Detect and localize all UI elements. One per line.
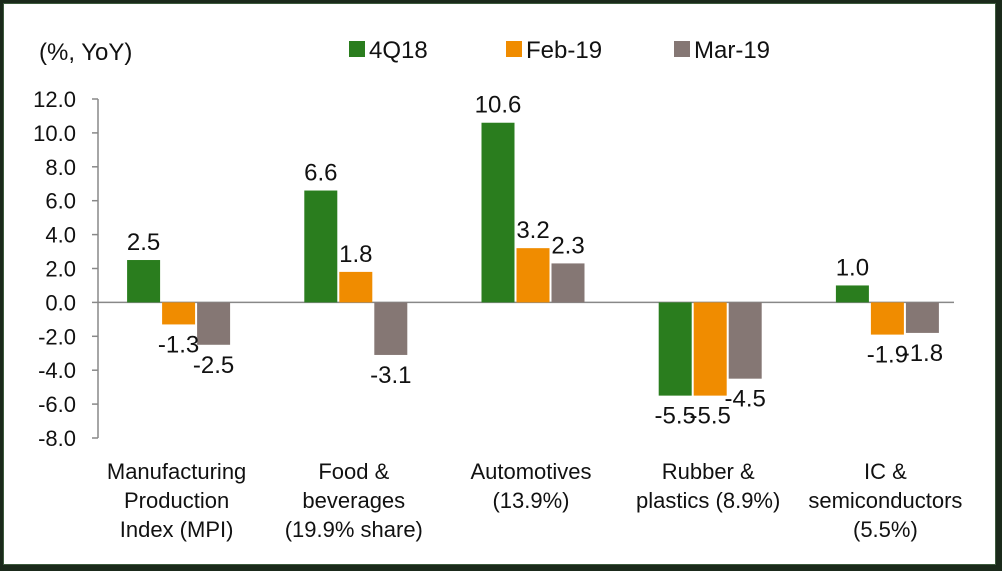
bar	[339, 271, 373, 303]
data-label: 1.8	[339, 241, 372, 268]
x-axis-categories: Manufacturing Production Index (MPI) Food &…	[107, 459, 963, 542]
legend-label: 4Q18	[369, 37, 428, 64]
data-label: 3.2	[516, 217, 549, 244]
y-tick-label: 6.0	[45, 189, 76, 214]
data-label: -4.5	[725, 386, 766, 413]
data-label: -1.9	[867, 342, 908, 369]
x-category-label: Index (MPI)	[120, 517, 234, 542]
legend-label: Mar-19	[694, 37, 770, 64]
data-label: -3.1	[370, 362, 411, 389]
x-category-label: Food &	[318, 459, 389, 484]
bar-chart: (%, YoY) 4Q18 Feb-19 Mar-19 12.0 10.0 8.0 6.0…	[33, 37, 963, 542]
bar	[658, 302, 692, 396]
data-label: -5.5	[655, 403, 696, 430]
bar	[835, 285, 869, 303]
x-category-label: semiconductors	[808, 488, 962, 513]
x-category-label: IC &	[864, 459, 907, 484]
bar	[905, 302, 939, 333]
data-label: -1.8	[902, 340, 943, 367]
bar	[162, 302, 196, 325]
bar	[516, 248, 550, 303]
x-category-label: Manufacturing	[107, 459, 246, 484]
x-category-label: Rubber &	[662, 459, 755, 484]
bar	[870, 302, 904, 335]
bar	[304, 190, 338, 303]
bars	[127, 122, 939, 396]
y-tick-label: 2.0	[45, 257, 76, 282]
data-label: 2.5	[127, 229, 160, 256]
legend: 4Q18 Feb-19 Mar-19	[349, 37, 770, 64]
data-label: 10.6	[475, 92, 522, 119]
data-label: 1.0	[836, 254, 869, 281]
chart-frame: (%, YoY) 4Q18 Feb-19 Mar-19 12.0 10.0 8.0 6.0…	[3, 3, 996, 565]
x-category-label: beverages	[302, 488, 405, 513]
y-tick-label: 4.0	[45, 223, 76, 248]
data-label: 6.6	[304, 160, 337, 187]
y-tick-label: 0.0	[45, 290, 76, 315]
legend-swatch	[349, 41, 365, 57]
bar	[551, 263, 585, 303]
bar	[728, 302, 762, 379]
legend-swatch	[674, 41, 690, 57]
bar	[374, 302, 408, 355]
bar	[197, 302, 231, 345]
y-tick-label: 12.0	[33, 87, 76, 112]
x-category-label: (5.5%)	[853, 517, 918, 542]
x-category-label: plastics (8.9%)	[636, 488, 780, 513]
y-tick-label: -2.0	[38, 324, 76, 349]
x-category-label: Automotives	[470, 459, 591, 484]
bar	[127, 260, 161, 303]
data-label: -5.5	[690, 403, 731, 430]
y-tick-label: -4.0	[38, 358, 76, 383]
x-category-label: Production	[124, 488, 229, 513]
legend-label: Feb-19	[526, 37, 602, 64]
x-category-label: (19.9% share)	[285, 517, 423, 542]
legend-swatch	[506, 41, 522, 57]
bar	[693, 302, 727, 396]
data-label: -2.5	[193, 352, 234, 379]
unit-label: (%, YoY)	[39, 39, 132, 66]
y-tick-label: -6.0	[38, 392, 76, 417]
y-tick-label: 8.0	[45, 155, 76, 180]
y-tick-label: 10.0	[33, 121, 76, 146]
data-label: -1.3	[158, 331, 199, 358]
y-tick-label: -8.0	[38, 426, 76, 451]
x-category-label: (13.9%)	[492, 488, 569, 513]
y-axis: 12.0 10.0 8.0 6.0 4.0 2.0 0.0 -2.0 -4.0 -6.0 -8.0	[33, 87, 954, 451]
bar	[481, 122, 515, 303]
data-label: 2.3	[551, 232, 584, 259]
data-labels: 2.5-1.3-2.56.61.8-3.110.63.22.3-5.5-5.5-…	[127, 92, 943, 430]
